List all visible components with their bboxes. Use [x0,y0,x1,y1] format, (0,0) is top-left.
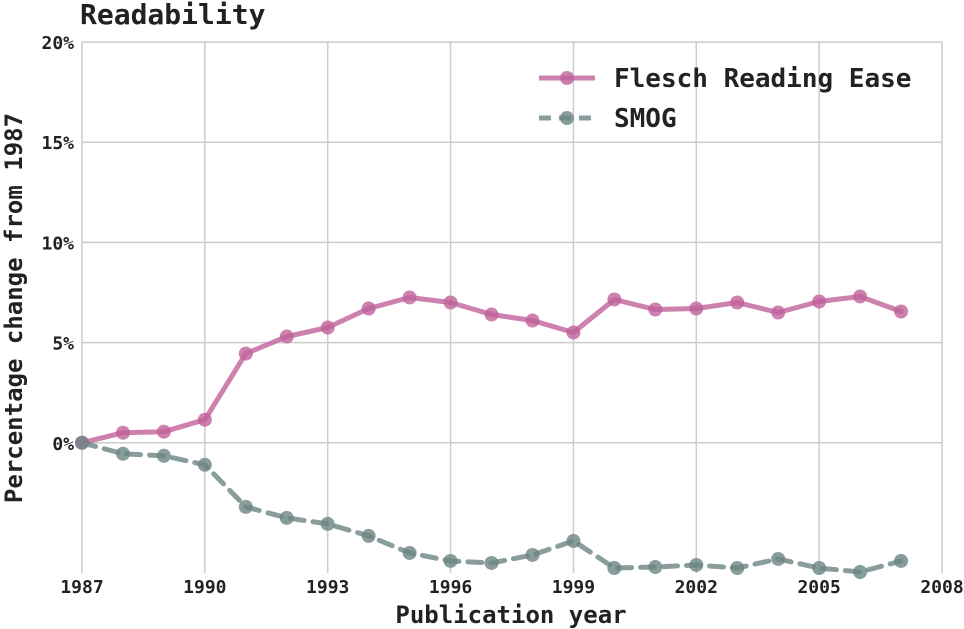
data-point-flesch[interactable] [730,295,745,310]
legend: Flesch Reading Ease SMOG [539,64,911,134]
y-tick-label: 5% [52,334,74,355]
data-point-flesch[interactable] [238,346,253,361]
x-tick-labels: 1987 1990 1993 1996 1999 2002 2005 2008 [60,577,963,598]
data-point-smog[interactable] [894,553,909,568]
data-point-smog[interactable] [853,564,868,579]
data-point-smog[interactable] [689,557,704,572]
x-tick-label: 1987 [60,577,103,598]
data-point-flesch[interactable] [156,424,171,439]
data-point-smog[interactable] [730,560,745,575]
data-point-smog[interactable] [607,560,622,575]
data-point-smog[interactable] [197,457,212,472]
data-point-smog[interactable] [75,435,89,450]
legend-marker-flesch [560,71,574,85]
x-tick-label: 2005 [797,577,840,598]
legend-entry-flesch[interactable]: Flesch Reading Ease [539,64,911,94]
legend-entry-smog[interactable]: SMOG [539,104,677,134]
data-point-flesch[interactable] [279,329,294,344]
data-point-flesch[interactable] [894,304,909,319]
data-point-flesch[interactable] [115,425,130,440]
x-tick-label: 1993 [306,577,349,598]
data-point-smog[interactable] [771,551,786,566]
x-tick-label: 1996 [429,577,472,598]
data-point-flesch[interactable] [607,292,622,307]
y-tick-label: 10% [41,233,74,254]
data-point-smog[interactable] [115,446,130,461]
y-tick-label: 0% [52,434,74,455]
data-point-flesch[interactable] [197,412,212,427]
legend-marker-smog [560,111,574,125]
chart-title: Readability [80,0,266,31]
x-tick-label: 1990 [183,577,226,598]
data-point-smog[interactable] [361,528,376,543]
data-point-flesch[interactable] [484,307,499,322]
y-tick-label: 15% [41,133,74,154]
data-point-flesch[interactable] [812,294,827,309]
legend-label-flesch: Flesch Reading Ease [614,64,911,94]
data-point-smog[interactable] [156,448,171,463]
y-axis-label: Percentage change from 1987 [0,113,28,503]
data-point-smog[interactable] [443,553,458,568]
data-point-flesch[interactable] [443,295,458,310]
data-point-smog[interactable] [566,533,581,548]
data-point-smog[interactable] [484,555,499,570]
gridlines [81,41,943,573]
data-point-flesch[interactable] [648,302,663,317]
data-point-flesch[interactable] [566,325,581,340]
x-tick-label: 1999 [552,577,595,598]
data-point-flesch[interactable] [402,290,417,305]
data-point-smog[interactable] [812,560,827,575]
x-axis-label: Publication year [395,601,626,629]
data-point-smog[interactable] [279,510,294,525]
data-point-smog[interactable] [525,547,540,562]
data-point-flesch[interactable] [771,305,786,320]
data-point-smog[interactable] [648,559,663,574]
data-point-smog[interactable] [320,516,335,531]
series-markers [75,289,909,579]
data-point-flesch[interactable] [320,320,335,335]
data-point-smog[interactable] [238,499,253,514]
data-point-smog[interactable] [402,545,417,560]
data-point-flesch[interactable] [689,301,704,316]
data-point-flesch[interactable] [361,301,376,316]
x-tick-label: 2002 [675,577,718,598]
legend-label-smog: SMOG [614,104,677,134]
y-tick-label: 20% [41,33,74,54]
x-tick-label: 2008 [920,577,963,598]
data-point-flesch[interactable] [525,313,540,328]
y-tick-labels: 0% 5% 10% 15% 20% [41,33,74,455]
data-point-flesch[interactable] [853,289,868,304]
